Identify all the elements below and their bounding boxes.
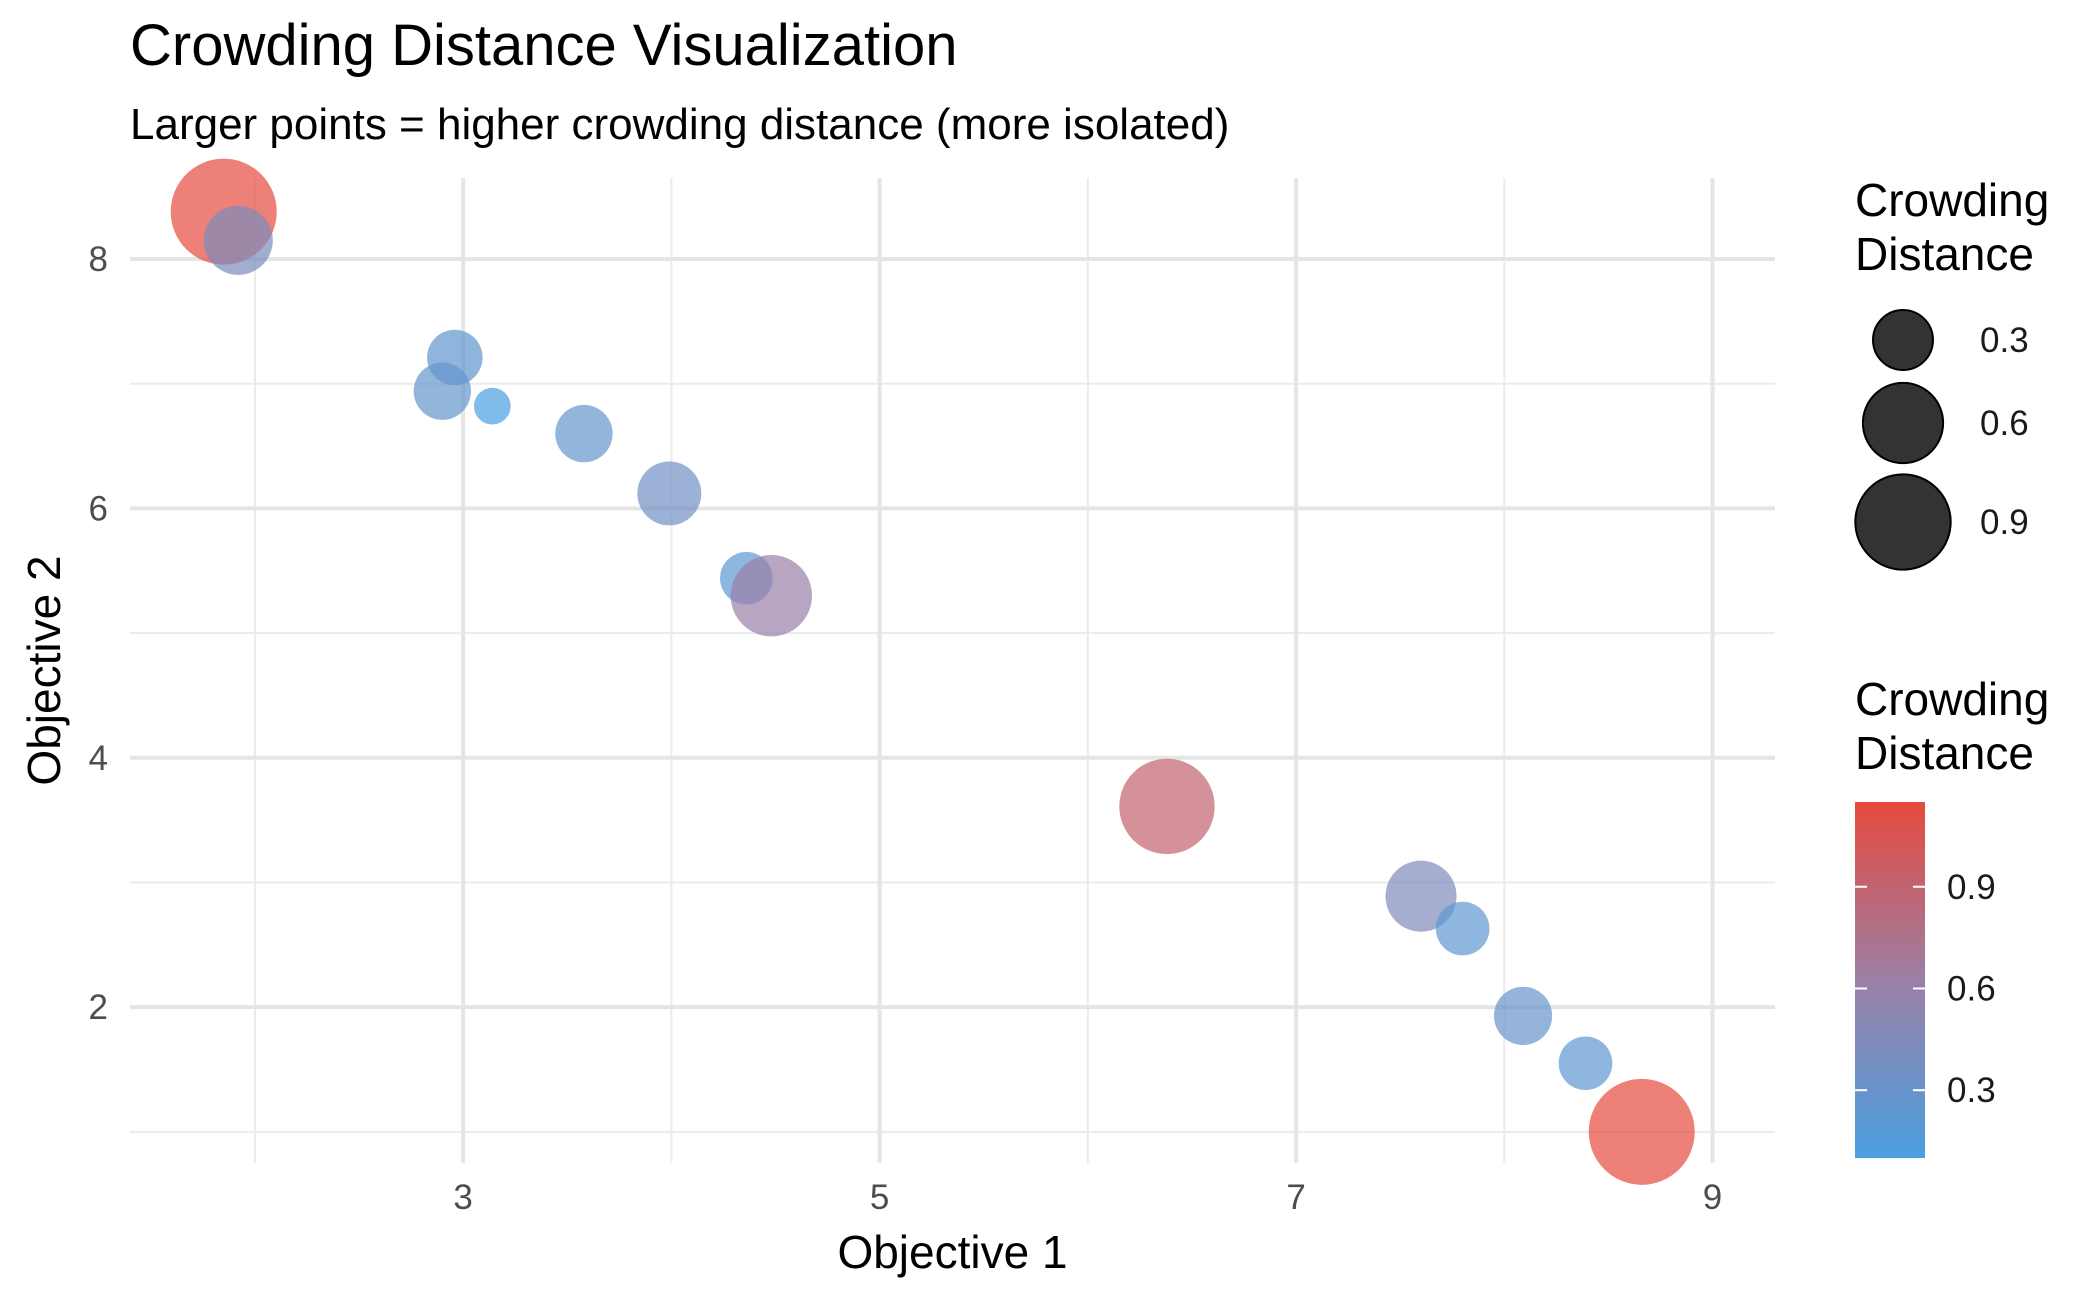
data-point: [1119, 758, 1215, 855]
color-legend-title: Crowding: [1855, 673, 2049, 725]
x-tick-label: 7: [1286, 1178, 1305, 1217]
size-legend-label: 0.3: [1980, 321, 2029, 360]
color-legend-label: 0.3: [1947, 1071, 1996, 1110]
data-point: [1558, 1036, 1613, 1091]
x-tick-label: 9: [1703, 1178, 1722, 1217]
y-axis-title: Objective 2: [18, 555, 70, 785]
data-points: [170, 158, 1695, 1185]
color-legend-bar: [1855, 802, 1925, 1158]
data-point: [555, 404, 613, 463]
size-legend-key: [1872, 309, 1934, 371]
data-point: [730, 555, 813, 637]
size-legend-key: [1861, 381, 1945, 465]
data-point: [1435, 901, 1490, 956]
x-tick-label: 5: [870, 1178, 889, 1217]
y-tick-label: 4: [89, 739, 108, 778]
y-tick-label: 8: [89, 240, 108, 279]
y-tick-label: 2: [89, 988, 108, 1027]
size-legend-label: 0.9: [1980, 503, 2029, 542]
color-legend-label: 0.6: [1947, 969, 1996, 1008]
size-legend-label: 0.6: [1980, 404, 2029, 443]
x-tick-label: 3: [453, 1178, 472, 1217]
color-legend-title: Distance: [1855, 727, 2034, 779]
size-legend-key: [1854, 473, 1952, 571]
data-point: [1385, 860, 1457, 932]
size-legend-title: Distance: [1855, 228, 2034, 280]
size-legend-title: Crowding: [1855, 174, 2049, 226]
x-axis-title: Objective 1: [837, 1226, 1067, 1278]
data-point: [637, 461, 702, 526]
grid-lines: [130, 178, 1775, 1163]
color-legend-label: 0.9: [1947, 868, 1996, 907]
data-point: [1493, 986, 1553, 1045]
data-point: [473, 387, 511, 425]
y-tick-label: 6: [89, 489, 108, 528]
data-point: [203, 205, 273, 275]
data-point: [413, 362, 472, 420]
chart-title: Crowding Distance Visualization: [130, 13, 958, 78]
data-point: [1588, 1078, 1695, 1185]
chart-subtitle: Larger points = higher crowding distance…: [130, 100, 1230, 149]
tick-labels: 3 5 7 9 2 4 6 8: [89, 240, 1723, 1217]
